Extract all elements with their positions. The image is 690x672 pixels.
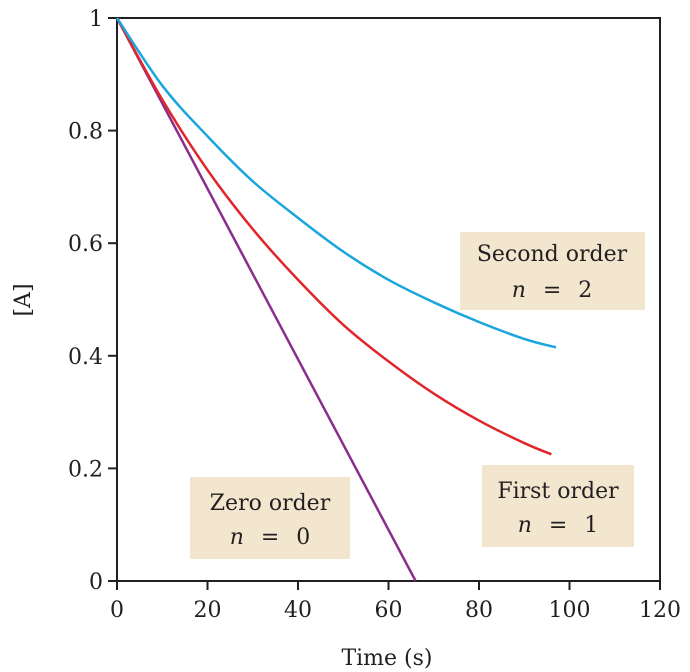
x-axis-title: Time (s) xyxy=(341,646,432,671)
n-value: 2 xyxy=(578,278,592,303)
n-value: 0 xyxy=(296,525,310,550)
n-symbol: n xyxy=(518,513,532,538)
annotation-box xyxy=(460,232,645,310)
n-value: 1 xyxy=(584,513,598,538)
y-axis-title: [A] xyxy=(11,283,36,316)
x-tick-label: 60 xyxy=(375,598,403,623)
y-tick-label: 0.4 xyxy=(68,345,103,370)
annotation-box xyxy=(190,477,350,559)
equals-sign: = xyxy=(549,513,567,538)
n-symbol: n xyxy=(230,525,244,550)
series-layer xyxy=(115,17,557,582)
equals-sign: = xyxy=(261,525,279,550)
series-line-first-order xyxy=(115,17,552,456)
annotation-title: Second order xyxy=(477,242,628,267)
annotation-title: First order xyxy=(497,479,619,504)
x-tick-label: 40 xyxy=(284,598,312,623)
annotation-order: n = 2 xyxy=(512,278,593,303)
y-tick-label: 0.2 xyxy=(68,457,103,482)
annotation-order: n = 1 xyxy=(518,513,599,538)
y-tick-label: 1 xyxy=(89,7,103,32)
y-tick-label: 0.6 xyxy=(68,232,103,257)
x-tick-label: 20 xyxy=(194,598,222,623)
annotation-box xyxy=(482,465,634,547)
n-symbol: n xyxy=(512,278,526,303)
annotation-order: n = 0 xyxy=(230,525,311,550)
series-line-zero-order xyxy=(115,17,417,582)
annotation-first-order: First order n = 1 xyxy=(482,465,634,547)
x-tick-label: 100 xyxy=(549,598,591,623)
annotation-zero-order: Zero order n = 0 xyxy=(190,477,350,559)
y-tick-label: 0 xyxy=(89,570,103,595)
y-axis-ticks: 0 0.2 0.4 0.6 0.8 1 xyxy=(68,7,117,595)
x-tick-label: 120 xyxy=(639,598,681,623)
equals-sign: = xyxy=(543,278,561,303)
x-axis-ticks: 0 20 40 60 80 100 120 xyxy=(110,581,681,623)
annotation-title: Zero order xyxy=(210,491,331,516)
x-tick-label: 0 xyxy=(110,598,124,623)
annotation-second-order: Second order n = 2 xyxy=(460,232,645,310)
x-tick-label: 80 xyxy=(465,598,493,623)
series-line-second-order xyxy=(115,17,557,349)
y-tick-label: 0.8 xyxy=(68,120,103,145)
